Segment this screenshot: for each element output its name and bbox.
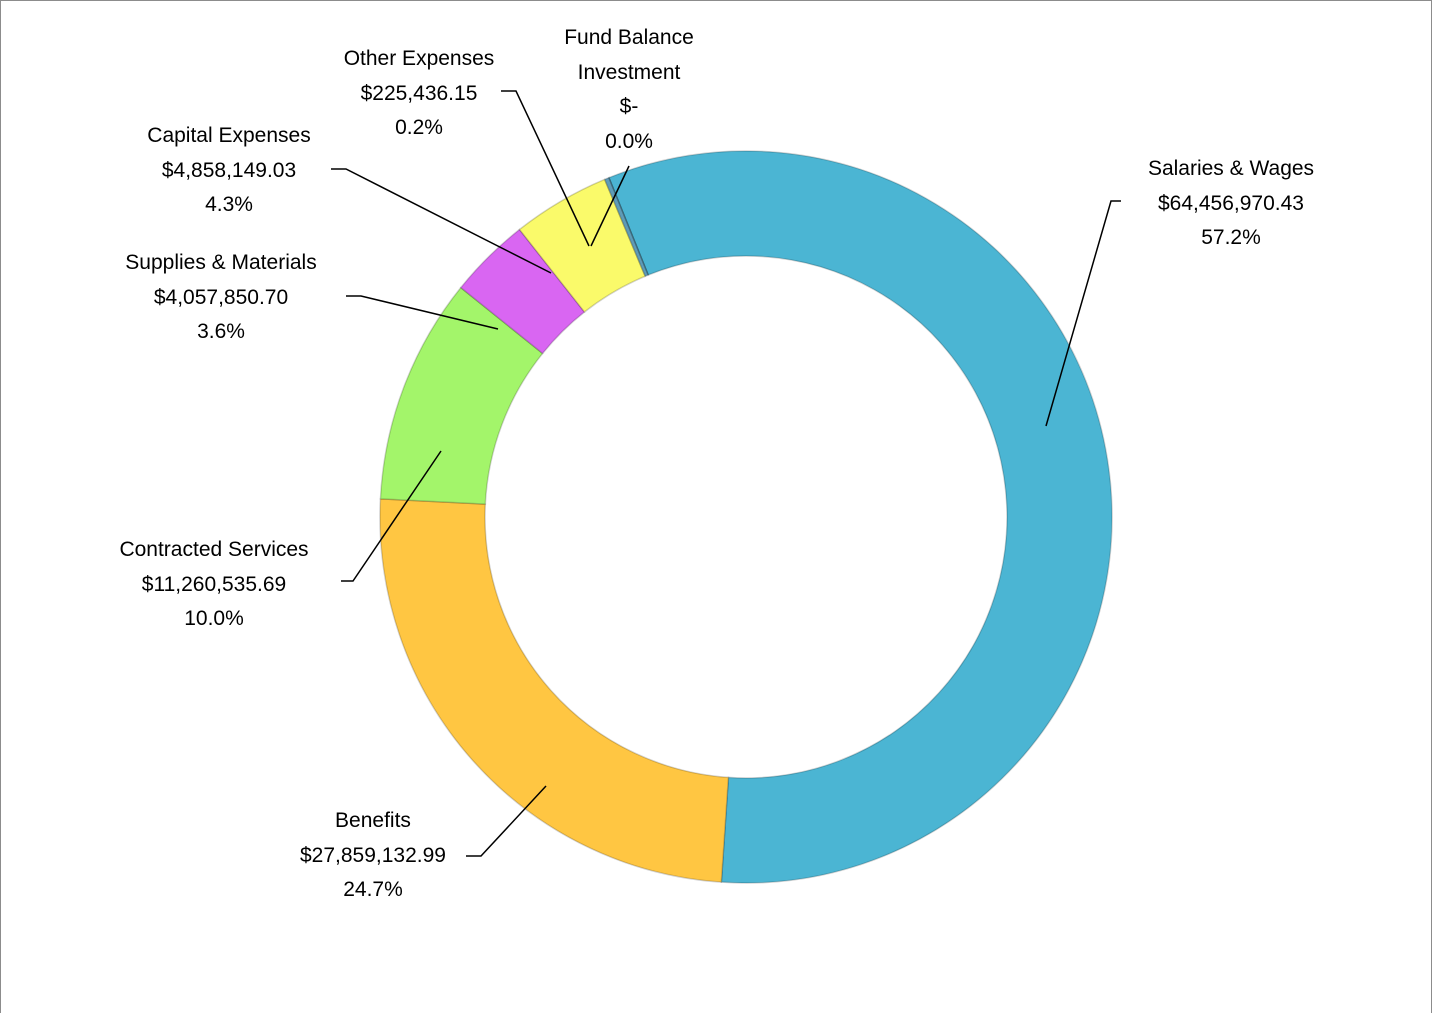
data-label: Capital Expenses $4,858,149.03 4.3%	[99, 119, 359, 223]
donut-slice	[607, 150, 1113, 884]
label-line: 10.0%	[184, 607, 244, 630]
label-line: $4,858,149.03	[161, 158, 297, 182]
label-line: 3.6%	[197, 320, 245, 343]
donut-slice	[379, 286, 544, 505]
donut-slice	[379, 498, 730, 883]
label-line: Fund Balance Investment	[564, 26, 694, 84]
data-label: Other Expenses $225,436.15 0.2%	[299, 42, 539, 146]
donut-slice	[603, 176, 650, 278]
data-label: Salaries & Wages $64,456,970.43 57.2%	[1101, 152, 1361, 256]
data-label: Supplies & Materials $4,057,850.70 3.6%	[91, 246, 351, 350]
leader-line	[331, 168, 552, 274]
label-line: Supplies & Materials	[125, 251, 317, 274]
label-line: Salaries & Wages	[1147, 157, 1315, 180]
leader-line	[346, 295, 499, 330]
leader-line	[341, 450, 442, 582]
label-line: $-	[619, 95, 639, 118]
slices	[379, 150, 1113, 884]
data-label: Benefits $27,859,132.99 24.7%	[253, 804, 493, 908]
data-label: Fund Balance Investment $- 0.0%	[544, 21, 714, 159]
label-line: $27,859,132.99	[300, 843, 446, 867]
label-line: $225,436.15	[360, 81, 478, 105]
label-line: Capital Expenses	[147, 124, 311, 147]
label-line: 24.7%	[343, 878, 403, 901]
label-line: Other Expenses	[343, 47, 495, 70]
label-line: $64,456,970.43	[1158, 191, 1304, 215]
label-line: Contracted Services	[119, 538, 309, 561]
donut-slice	[518, 178, 647, 314]
label-line: 0.0%	[605, 129, 653, 153]
label-line: 4.3%	[205, 193, 253, 216]
leader-line	[1045, 200, 1121, 427]
label-line: $11,260,535.69	[141, 572, 287, 596]
leader-line	[501, 90, 590, 247]
leader-line	[590, 165, 630, 247]
data-label: Contracted Services $11,260,535.69 10.0%	[84, 533, 344, 637]
label-line: $4,057,850.70	[153, 285, 289, 309]
label-line: 0.2%	[395, 116, 443, 139]
label-line: 57.2%	[1201, 226, 1261, 249]
leader-line	[466, 785, 547, 857]
label-line: Benefits	[335, 809, 411, 832]
